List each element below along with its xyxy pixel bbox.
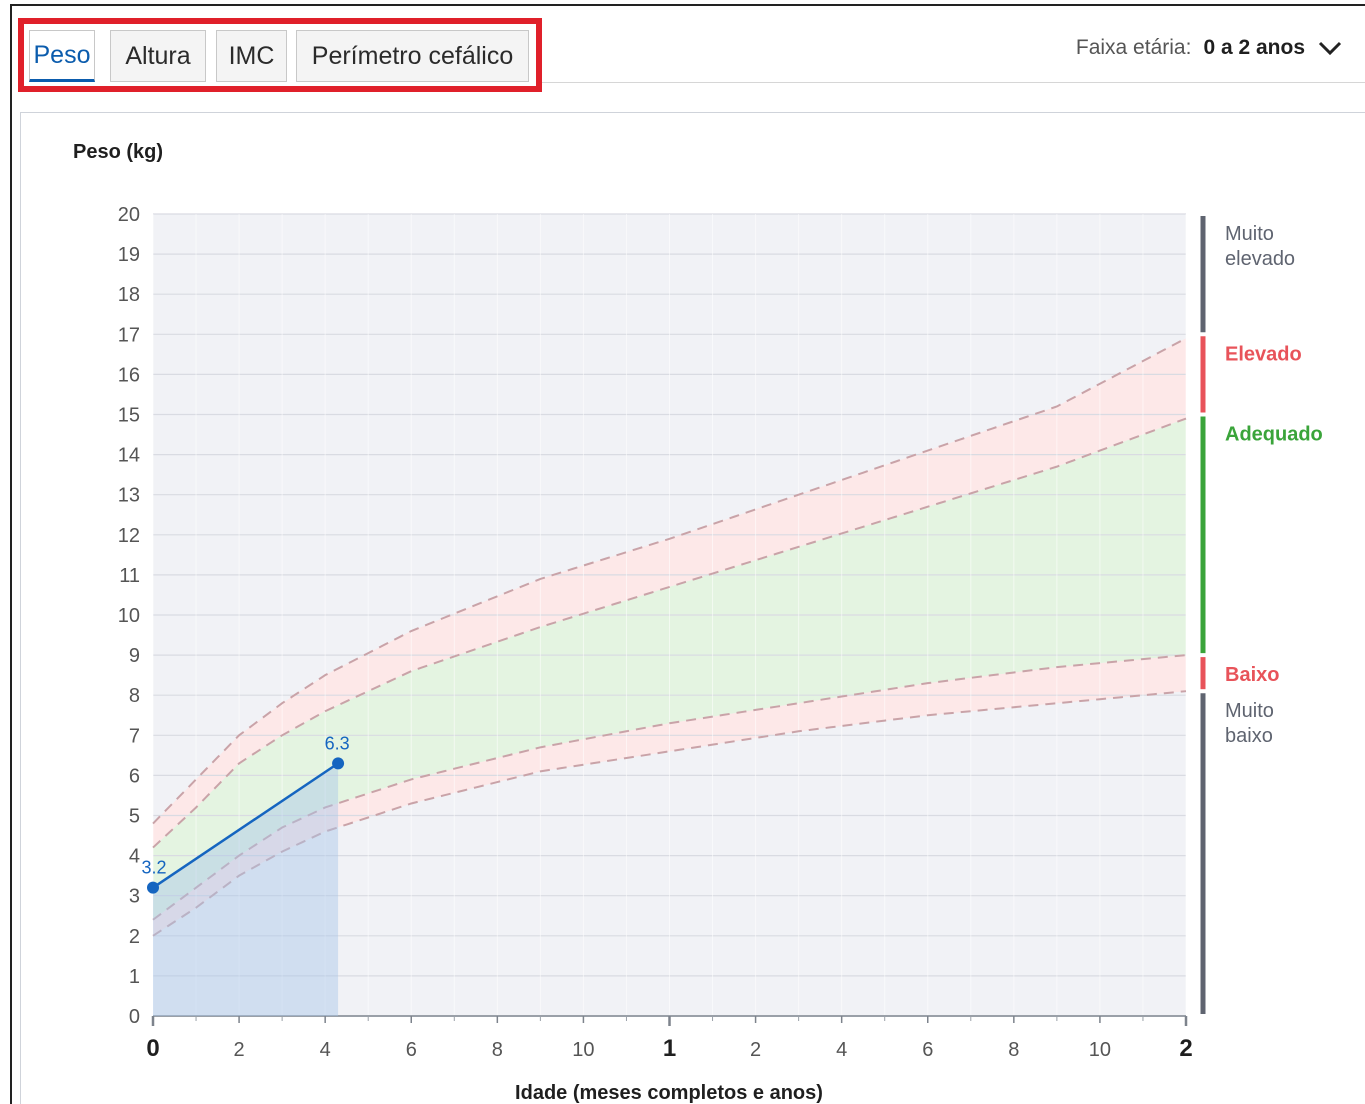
y-tick-label: 3 xyxy=(129,886,140,908)
status-label-baixo: Baixo xyxy=(1225,664,1279,686)
age-range-value: 0 a 2 anos xyxy=(1203,36,1305,59)
x-tick-label: 0 xyxy=(146,1035,159,1062)
tab-peso[interactable]: Peso xyxy=(29,30,95,82)
x-axis-label: Idade (meses completos e anos) xyxy=(515,1082,823,1104)
x-tick-label: 2 xyxy=(750,1039,761,1061)
chart-frame xyxy=(10,4,1365,1104)
y-tick-label: 5 xyxy=(129,806,140,828)
x-tick-label: 10 xyxy=(572,1039,594,1061)
status-label-muito-elevado: Muito elevado xyxy=(1225,223,1295,270)
tab-imc[interactable]: IMC xyxy=(216,30,287,82)
y-tick-label: 9 xyxy=(129,645,140,667)
x-tick-label: 4 xyxy=(836,1039,847,1061)
data-point xyxy=(332,757,345,770)
tab-perimetro-cefalico[interactable]: Perímetro cefálico xyxy=(296,30,529,82)
data-label: 3.2 xyxy=(141,858,166,878)
tabs-highlight-box xyxy=(18,18,542,92)
y-tick-label: 19 xyxy=(118,244,140,266)
y-tick-label: 4 xyxy=(129,846,140,868)
x-tick-label: 8 xyxy=(1008,1039,1019,1061)
x-tick-label: 1 xyxy=(663,1035,676,1062)
y-tick-label: 7 xyxy=(129,725,140,747)
status-label-adequado: Adequado xyxy=(1225,424,1323,446)
header-divider xyxy=(542,82,1365,83)
y-tick-label: 18 xyxy=(118,284,140,306)
y-tick-label: 6 xyxy=(129,765,140,787)
chevron-down-icon[interactable] xyxy=(1317,39,1343,57)
y-tick-label: 0 xyxy=(129,1006,140,1028)
y-tick-label: 20 xyxy=(118,204,140,226)
y-tick-label: 1 xyxy=(129,966,140,988)
age-range-selector[interactable]: Faixa etária: 0 a 2 anos xyxy=(1076,36,1343,60)
y-tick-label: 14 xyxy=(118,445,140,467)
y-tick-label: 8 xyxy=(129,685,140,707)
y-axis-label: Peso (kg) xyxy=(73,141,163,163)
x-tick-label: 2 xyxy=(1179,1035,1192,1062)
y-tick-label: 13 xyxy=(118,485,140,507)
chart-panel xyxy=(20,112,1365,1104)
data-label: 6.3 xyxy=(325,733,350,753)
measurement-line xyxy=(152,762,339,889)
x-tick-label: 6 xyxy=(922,1039,933,1061)
tab-altura[interactable]: Altura xyxy=(110,30,206,82)
reference-curve-p99-9 xyxy=(152,337,1187,825)
status-label-muito-baixo: Muito baixo xyxy=(1225,700,1274,747)
data-point xyxy=(147,881,159,894)
y-tick-label: 16 xyxy=(118,364,140,386)
reference-curve-p97 xyxy=(152,417,1187,849)
x-tick-label: 2 xyxy=(234,1039,245,1061)
status-label-elevado: Elevado xyxy=(1225,343,1302,365)
x-tick-label: 4 xyxy=(320,1039,331,1061)
y-tick-label: 17 xyxy=(118,324,140,346)
x-tick-label: 8 xyxy=(492,1039,503,1061)
band-low xyxy=(153,655,1186,936)
reference-curve-p3 xyxy=(152,654,1187,921)
y-tick-label: 12 xyxy=(118,525,140,547)
y-tick-label: 2 xyxy=(129,926,140,948)
age-range-label: Faixa etária: xyxy=(1075,36,1192,59)
y-tick-label: 15 xyxy=(118,405,140,427)
measurement-area xyxy=(153,763,339,1016)
reference-curve-p0-1 xyxy=(152,690,1187,937)
y-tick-label: 10 xyxy=(118,605,140,627)
y-tick-label: 11 xyxy=(119,565,140,587)
x-tick-label: 6 xyxy=(406,1039,417,1061)
x-tick-label: 10 xyxy=(1089,1039,1111,1061)
